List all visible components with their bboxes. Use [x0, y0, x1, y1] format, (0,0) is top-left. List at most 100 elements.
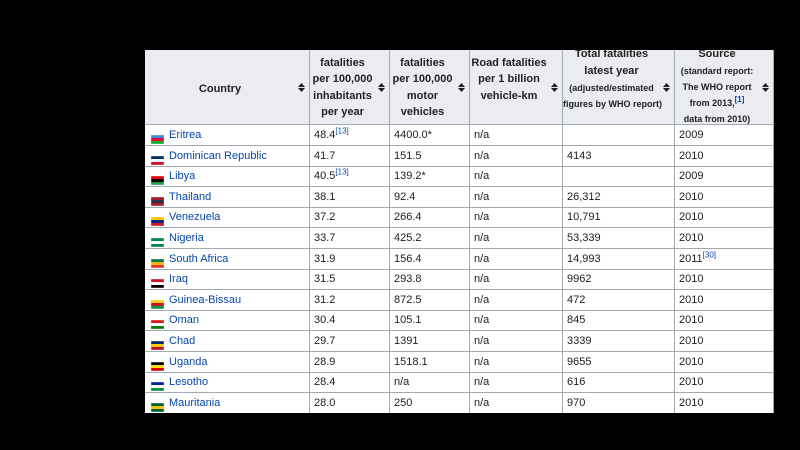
- sort-icon[interactable]: [551, 83, 558, 95]
- reference[interactable]: [30]: [702, 249, 716, 259]
- header-text: latest year: [563, 65, 660, 77]
- table-cell: 2010: [675, 331, 774, 352]
- table-cell: 2010: [675, 372, 774, 394]
- header-text: (adjusted/estimated: [563, 83, 660, 93]
- table-cell: 2009: [675, 166, 774, 188]
- table-cell: 41.7: [310, 145, 390, 167]
- country-link[interactable]: Mauritania: [169, 396, 221, 409]
- sort-icon[interactable]: [762, 83, 769, 95]
- table-row: Nigeria 33.7 425.2 n/a 53,339 2010: [145, 228, 774, 249]
- header-line: fatalities: [400, 57, 445, 69]
- country-link[interactable]: Dominican Republic: [169, 149, 267, 162]
- cell-text: n/a: [474, 170, 490, 183]
- cell-text: 9962: [567, 273, 592, 286]
- cell-text: 92.4: [394, 190, 416, 203]
- header-line: per 1 billion: [478, 73, 540, 85]
- table-cell: Nigeria: [145, 228, 310, 249]
- cell-text: 616: [567, 376, 586, 389]
- cell-text: 1391: [394, 335, 419, 347]
- cell-text: 2011: [679, 252, 703, 265]
- country-link[interactable]: Oman: [169, 314, 199, 327]
- country-link[interactable]: Lesotho: [169, 376, 209, 389]
- header-line: The WHO report: [682, 82, 752, 92]
- cell-text: 105.1: [394, 314, 422, 327]
- cell-text: n/a: [474, 314, 490, 327]
- table-cell: Lesotho: [145, 372, 310, 394]
- table-cell: 293.8: [390, 269, 470, 291]
- cell-text: 31.5: [314, 273, 336, 286]
- table-cell: n/a: [470, 331, 563, 352]
- country-link[interactable]: Venezuela: [169, 211, 221, 224]
- table-cell: n/a: [470, 289, 563, 311]
- header-cell[interactable]: Country: [145, 50, 310, 125]
- header-line: vehicle-km: [480, 90, 538, 102]
- table-cell: 48.4[13]: [310, 125, 390, 146]
- cell-text: 2010: [679, 293, 704, 306]
- header-text: per year: [310, 106, 375, 118]
- table-cell: Thailand: [145, 186, 310, 208]
- reference[interactable]: [13]: [335, 167, 349, 177]
- sort-icon[interactable]: [458, 83, 465, 95]
- sort-icon[interactable]: [663, 83, 670, 95]
- country-link[interactable]: Eritrea: [169, 129, 202, 141]
- cell-text: 2010: [679, 273, 704, 286]
- header-cell[interactable]: fatalities per 100,000 motor vehicles: [390, 50, 470, 125]
- sort-icon[interactable]: [378, 83, 385, 95]
- table-cell: 10,791: [563, 207, 675, 229]
- cell-text: 30.4: [314, 314, 336, 327]
- country-link[interactable]: South Africa: [169, 252, 229, 265]
- header-text: fatalities: [310, 57, 375, 69]
- country-link[interactable]: Guinea-Bissau: [169, 293, 242, 306]
- cell-text: 2010: [679, 314, 704, 327]
- header-cell[interactable]: Road fatalities per 1 billion vehicle-km: [470, 50, 563, 125]
- cell-text: n/a: [474, 396, 490, 409]
- header-line: motor: [406, 90, 439, 102]
- header-text: The WHO report: [675, 82, 759, 92]
- cell-text: 250: [394, 396, 413, 409]
- table-cell: n/a: [470, 125, 563, 146]
- cell-text: 4400.0*: [394, 129, 432, 141]
- header-cell[interactable]: fatalities per 100,000 inhabitants per year: [310, 50, 390, 125]
- cell-text: n/a: [474, 252, 490, 265]
- header-line: vehicles: [400, 106, 445, 118]
- table-cell: 3339: [563, 331, 675, 352]
- header-cell[interactable]: Total fatalities latest year (adjusted/est…: [563, 50, 675, 125]
- sort-icon[interactable]: [298, 83, 305, 95]
- reference[interactable]: [1]: [734, 95, 745, 104]
- cell-text: 31.9: [314, 252, 336, 265]
- cell-text: 293.8: [394, 273, 422, 286]
- country-link[interactable]: Iraq: [169, 273, 188, 286]
- cell-text: n/a: [474, 129, 490, 141]
- cell-text: 48.4: [314, 129, 336, 141]
- table-row: Lesotho 28.4 n/a n/a 616 2010: [145, 372, 774, 394]
- cell-text: 14,993: [567, 252, 601, 265]
- table-cell: Guinea-Bissau: [145, 289, 310, 311]
- table: Country fatalities per 100,000 inhabitants p…: [145, 50, 774, 413]
- header-text: Road fatalities: [470, 57, 548, 69]
- table-cell: n/a: [470, 207, 563, 229]
- table-cell: Iraq: [145, 269, 310, 291]
- table-cell: [563, 125, 675, 146]
- header-cell[interactable]: Source (standard report: The WHO report fro…: [675, 50, 774, 125]
- country-link[interactable]: Nigeria: [169, 232, 204, 244]
- table-cell: 139.2*: [390, 166, 470, 188]
- table-cell: [563, 166, 675, 188]
- cell-text: 53,339: [567, 232, 601, 244]
- country-link[interactable]: Chad: [169, 335, 196, 347]
- country-link[interactable]: Libya: [169, 170, 196, 183]
- reference[interactable]: [13]: [335, 126, 349, 136]
- header-line: (standard report:: [680, 66, 754, 76]
- table-cell: South Africa: [145, 248, 310, 270]
- country-link[interactable]: Uganda: [169, 355, 208, 368]
- table-cell: 266.4: [390, 207, 470, 229]
- cell-text: n/a: [474, 211, 490, 224]
- table-cell: 151.5: [390, 145, 470, 167]
- table-cell: 30.4: [310, 310, 390, 332]
- header-text: vehicles: [390, 106, 455, 118]
- table-cell: 31.9: [310, 248, 390, 270]
- table-cell: 33.7: [310, 228, 390, 249]
- country-link[interactable]: Thailand: [169, 190, 212, 203]
- table-cell: 4400.0*: [390, 125, 470, 146]
- table-cell: 156.4: [390, 248, 470, 270]
